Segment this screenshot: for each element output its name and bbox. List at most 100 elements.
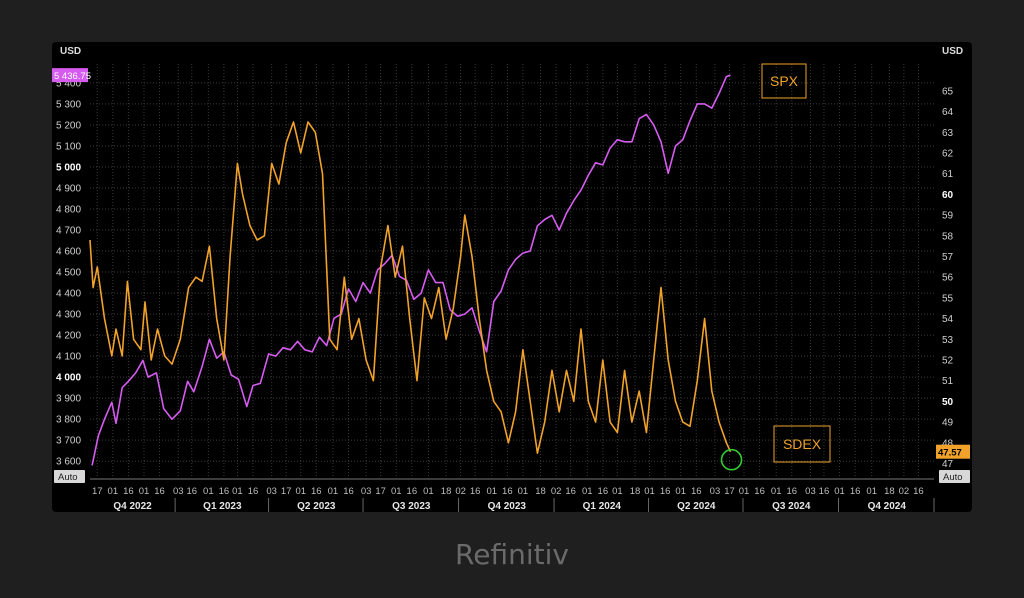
sdex-last-value-badge [936, 444, 970, 459]
x-axis-day-label: 18 [884, 486, 895, 497]
x-axis-quarter-label: Q4 2023 [488, 501, 527, 512]
x-axis-quarter-label: Q4 2024 [868, 501, 907, 512]
x-axis-day-label: 16 [754, 486, 765, 497]
right-axis-tick-label: 55 [942, 293, 954, 304]
x-axis-day-label: 16 [470, 486, 481, 497]
x-axis-day-label: 03 [710, 486, 721, 497]
x-axis-day-label: 16 [186, 486, 197, 497]
right-axis-tick-label: 60 [942, 190, 954, 201]
right-axis-tick-label: 64 [942, 107, 954, 118]
x-axis-day-label: 01 [328, 486, 339, 497]
spx-last-value-badge [52, 68, 88, 83]
x-axis-day-label: 16 [219, 486, 230, 497]
x-axis-day-label: 16 [786, 486, 797, 497]
x-axis-day-label: 01 [866, 486, 877, 497]
x-axis-day-label: 01 [139, 486, 150, 497]
x-axis-day-label: 16 [691, 486, 702, 497]
x-axis-day-label: 18 [441, 486, 452, 497]
left-axis-tick-label: 5 100 [56, 141, 81, 152]
left-axis-tick-label: 5 400 [56, 78, 81, 89]
left-axis-tick-label: 5 200 [56, 120, 81, 131]
x-axis-day-label: 17 [375, 486, 386, 497]
sdex-last-value-label: 47.57 [938, 448, 962, 459]
right-axis-tick-label: 61 [942, 169, 954, 180]
sdex-series-label: SDEX [783, 436, 822, 452]
x-axis-day-label: 01 [771, 486, 782, 497]
latest-point-marker-icon [720, 448, 743, 471]
x-axis-day-label: 17 [724, 486, 735, 497]
x-axis-day-label: 16 [819, 486, 830, 497]
right-axis-tick-label: 47 [942, 459, 954, 470]
x-axis-day-label: 16 [248, 486, 259, 497]
x-axis-day-label: 16 [565, 486, 576, 497]
x-axis-day-label: 16 [311, 486, 322, 497]
x-axis-day-label: 16 [407, 486, 418, 497]
x-axis-day-label: 01 [739, 486, 750, 497]
x-axis-day-label: 01 [612, 486, 623, 497]
right-axis-tick-label: 48 [942, 438, 954, 449]
sdex-label-box [773, 425, 831, 463]
x-axis-day-label: 01 [295, 486, 306, 497]
x-axis-day-label: 01 [423, 486, 434, 497]
x-axis-day-label: 18 [630, 486, 641, 497]
series-line-sdex [89, 121, 732, 454]
x-axis-day-label: 01 [675, 486, 686, 497]
right-axis-tick-label: 65 [942, 86, 954, 97]
x-axis-day-label: 16 [343, 486, 354, 497]
x-axis-day-label: 01 [391, 486, 402, 497]
x-axis-day-label: 03 [266, 486, 277, 497]
left-axis-tick-label: 4 400 [56, 289, 81, 300]
x-axis-day-label: 17 [281, 486, 292, 497]
right-axis-tick-label: 59 [942, 211, 954, 222]
right-axis-tick-label: 54 [942, 314, 954, 325]
left-axis-tick-label: 4 600 [56, 247, 81, 258]
x-axis-day-label: 16 [154, 486, 165, 497]
left-axis-unit: USD [60, 46, 81, 57]
right-auto-scale-label: Auto [943, 472, 963, 483]
x-axis-day-label: 18 [535, 486, 546, 497]
chart-panel [52, 42, 972, 512]
x-axis-day-label: 01 [203, 486, 214, 497]
right-axis-tick-label: 62 [942, 149, 954, 160]
right-axis-tick-label: 56 [942, 273, 954, 284]
x-axis-day-label: 01 [108, 486, 119, 497]
x-axis-day-label: 01 [644, 486, 655, 497]
right-axis-tick-label: 63 [942, 128, 954, 139]
x-axis-quarter-label: Q3 2024 [772, 501, 811, 512]
x-axis-day-label: 01 [582, 486, 593, 497]
spx-label-box [761, 63, 807, 99]
left-axis-tick-label: 4 900 [56, 183, 81, 194]
right-axis-tick-label: 49 [942, 418, 954, 429]
x-axis-quarter-label: Q3 2023 [392, 501, 431, 512]
left-axis-tick-label: 4 200 [56, 331, 81, 342]
right-auto-scale-button[interactable] [939, 470, 970, 483]
x-axis-quarter-label: Q4 2022 [113, 501, 152, 512]
series-line-spx [91, 74, 731, 466]
x-axis-day-label: 01 [232, 486, 243, 497]
x-axis-day-label: 02 [455, 486, 466, 497]
x-axis-day-label: 03 [173, 486, 184, 497]
right-axis-tick-label: 53 [942, 335, 954, 346]
x-axis-day-label: 16 [598, 486, 609, 497]
x-axis-day-label: 16 [660, 486, 671, 497]
x-axis-quarter-label: Q1 2023 [203, 501, 242, 512]
spx-last-value-label: 5 436.75 [54, 71, 91, 82]
x-axis-day-label: 01 [486, 486, 497, 497]
source-credit: Refinitiv [455, 538, 569, 571]
x-axis-quarter-label: Q2 2023 [297, 501, 336, 512]
x-axis-day-label: 17 [92, 486, 103, 497]
right-axis-unit: USD [942, 46, 963, 57]
left-axis-tick-label: 3 600 [56, 457, 81, 468]
x-axis-day-label: 16 [502, 486, 513, 497]
x-axis-day-label: 03 [805, 486, 816, 497]
right-axis-tick-label: 50 [942, 397, 954, 408]
x-axis-quarter-label: Q2 2024 [677, 501, 716, 512]
left-axis-tick-label: 4 700 [56, 226, 81, 237]
left-auto-scale-button[interactable] [54, 470, 85, 483]
x-axis-day-label: 01 [834, 486, 845, 497]
left-axis-tick-label: 4 300 [56, 310, 81, 321]
x-axis-day-label: 16 [123, 486, 134, 497]
left-auto-scale-label: Auto [58, 472, 78, 483]
right-axis-tick-label: 57 [942, 252, 954, 263]
left-axis-tick-label: 3 700 [56, 436, 81, 447]
